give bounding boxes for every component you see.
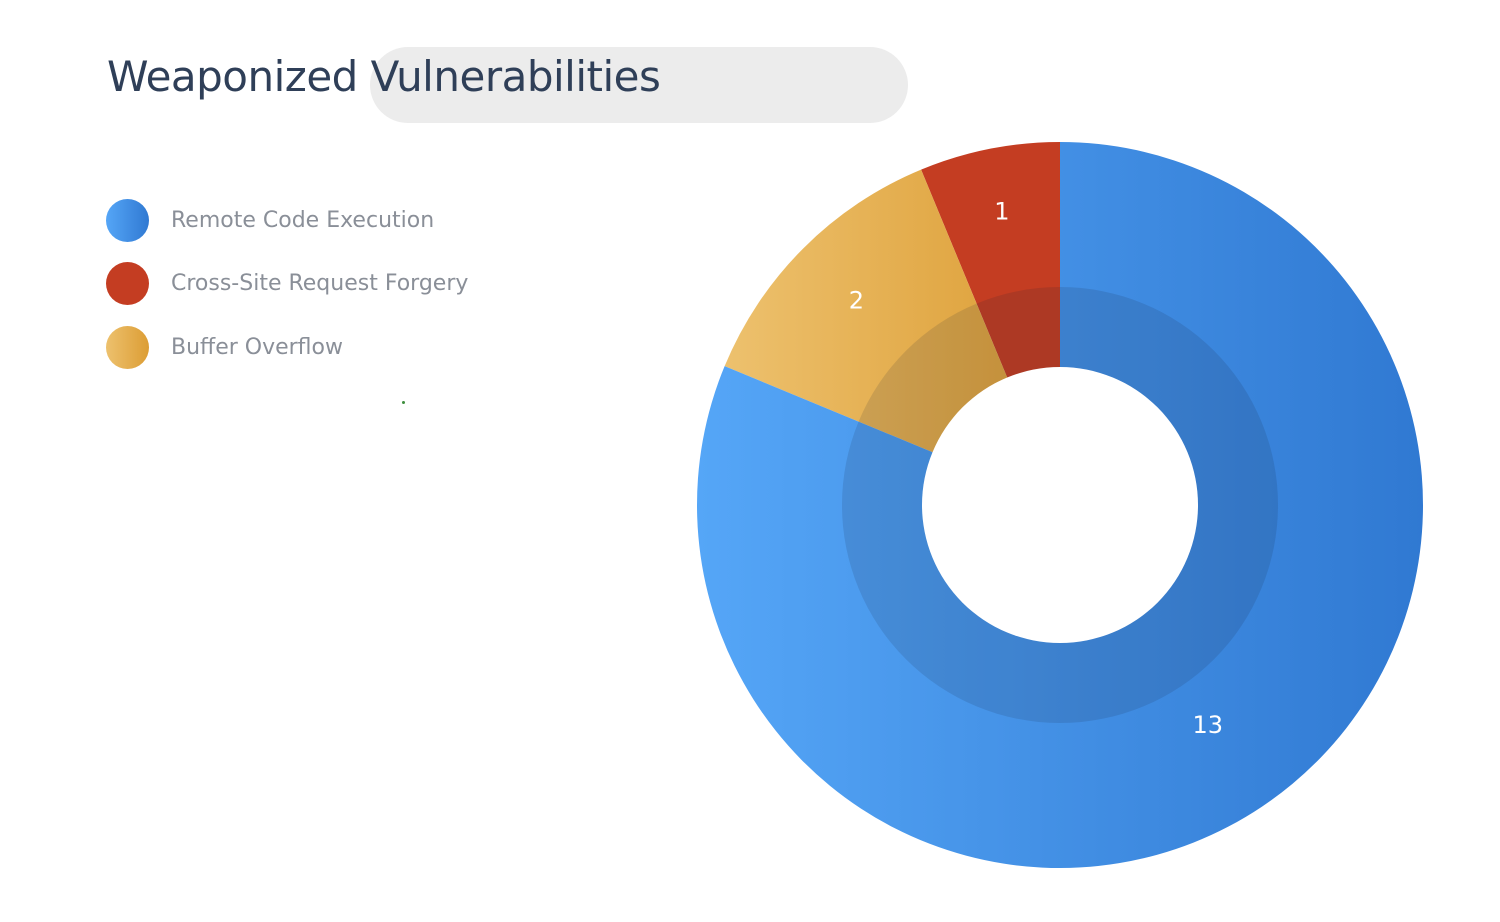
slice-label-cross-site-request-forgery: 1 <box>994 198 1009 226</box>
legend-item-remote-code-execution[interactable]: Remote Code Execution <box>106 199 434 242</box>
legend-item-buffer-overflow[interactable]: Buffer Overflow <box>106 326 343 369</box>
legend-label-remote-code-execution: Remote Code Execution <box>171 208 435 233</box>
legend-swatch-buffer-overflow <box>106 326 149 369</box>
legend-label-cross-site-request-forgery: Cross-Site Request Forgery <box>171 271 469 296</box>
legend-label-buffer-overflow: Buffer Overflow <box>171 335 343 360</box>
legend-swatch-cross-site-request-forgery <box>106 262 149 305</box>
legend-item-cross-site-request-forgery[interactable]: Cross-Site Request Forgery <box>106 262 468 305</box>
title-highlight <box>370 47 908 123</box>
donut-hole <box>922 367 1198 643</box>
slice-label-buffer-overflow: 2 <box>849 286 864 314</box>
stray-dot <box>402 401 405 404</box>
chart-title: Weaponized Vulnerabilities <box>107 52 661 101</box>
legend-swatch-remote-code-execution <box>106 199 149 242</box>
slice-label-remote-code-execution: 13 <box>1193 711 1224 739</box>
